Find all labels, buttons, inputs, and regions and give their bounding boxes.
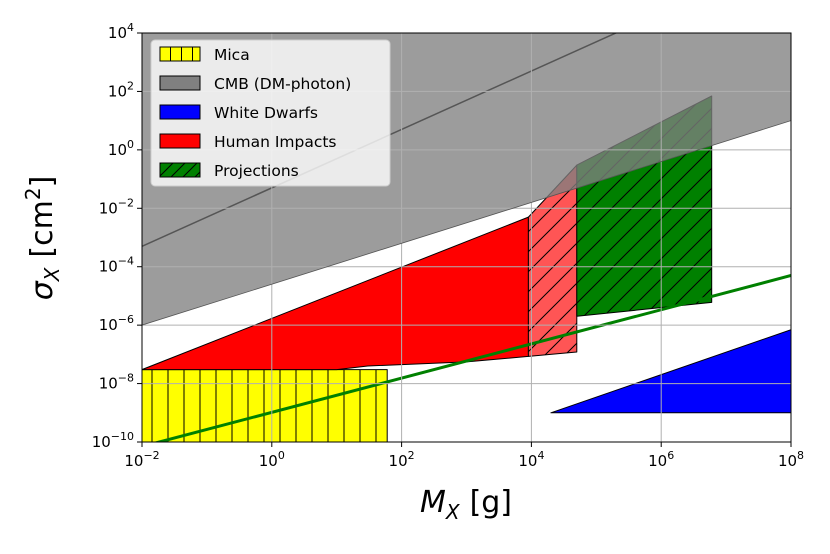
legend-item-projections: Projections (159, 162, 299, 180)
green-limit-line (153, 274, 791, 442)
legend-label-white-dwarfs: White Dwarfs (214, 104, 318, 122)
x-axis-title: MX [g] (420, 485, 512, 524)
x-tick-label: 106 (648, 449, 674, 470)
x-axis-subscript: X (445, 500, 461, 524)
y-axis-symbol: σ (25, 280, 60, 300)
legend-box (150, 39, 391, 187)
legend-swatch-white-dwarfs (159, 104, 201, 120)
y-tick-label: 10−8 (99, 372, 134, 393)
data-layer (142, 33, 791, 442)
y-tick-label: 104 (108, 21, 134, 42)
x-axis-symbol: M (420, 485, 446, 520)
y-axis-unit-superscript: 2 (21, 187, 45, 200)
x-tick-label: 10−2 (124, 449, 159, 470)
legend-swatch-cmb (159, 75, 201, 91)
y-tick-label: 10−10 (92, 430, 134, 451)
region-human-impacts-projection-hatch (528, 165, 577, 357)
plot-frame (141, 32, 792, 443)
y-tick-label: 10−4 (99, 255, 134, 276)
legend-item-cmb: CMB (DM-photon) (159, 75, 351, 93)
y-axis-subscript: X (40, 266, 64, 282)
y-tick-label: 100 (108, 138, 134, 159)
x-tick-label: 104 (518, 449, 544, 470)
legend-label-cmb: CMB (DM-photon) (214, 75, 351, 93)
legend-item-mica: Mica (159, 46, 250, 64)
legend-label-human-impacts: Human Impacts (214, 133, 337, 151)
legend: Mica CMB (DM-photon) White Dwarfs Human … (150, 39, 391, 187)
legend-hatch-mica (160, 47, 200, 61)
y-axis-title: σX [cm2] (21, 176, 64, 301)
y-tick-label: 102 (108, 79, 134, 100)
legend-item-human-impacts: Human Impacts (159, 133, 337, 151)
region-white-dwarfs-outline (550, 329, 791, 414)
legend-label-projections: Projections (214, 162, 299, 180)
y-axis-unit-open: [cm (25, 200, 60, 257)
x-tick-label: 108 (778, 449, 804, 470)
overlay-layer (142, 33, 791, 326)
y-axis-ticks: 10−10 10−8 10−6 10−4 10−2 100 102 104 (92, 21, 142, 451)
legend-label-mica: Mica (214, 46, 250, 64)
y-tick-label: 10−2 (99, 196, 134, 217)
region-cmb-dm-photon-outline (142, 33, 791, 326)
y-axis-unit-close: ] (25, 176, 60, 188)
region-mica-outline (142, 369, 388, 442)
x-axis-ticks: 10−2 100 102 104 106 108 (124, 442, 804, 470)
legend-hatch-projections (160, 163, 200, 177)
x-tick-label: 102 (389, 449, 415, 470)
x-axis-unit: [g] (470, 485, 512, 520)
region-mica-hatch (142, 369, 388, 442)
cmb-center-line (142, 33, 618, 247)
legend-item-white-dwarfs: White Dwarfs (159, 104, 318, 122)
x-tick-label: 100 (259, 449, 285, 470)
y-tick-label: 10−6 (99, 313, 134, 334)
legend-swatch-human-impacts (159, 133, 201, 149)
